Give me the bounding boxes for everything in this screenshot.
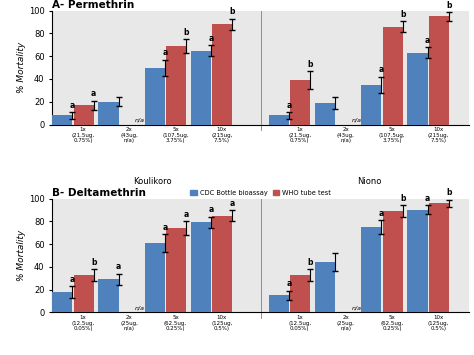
Bar (73, 105, 94, 125)
Bar (408, 210, 428, 312)
Text: a: a (70, 101, 75, 110)
Bar (383, 27, 403, 125)
Text: Niono: Niono (357, 177, 381, 186)
Bar (290, 275, 310, 312)
Text: b: b (229, 7, 235, 16)
Bar (212, 24, 232, 125)
Y-axis label: % Mortality: % Mortality (17, 230, 26, 281)
Legend: CDC Bottle bioassay, WHO tube test: CDC Bottle bioassay, WHO tube test (188, 187, 334, 198)
Bar (212, 215, 232, 312)
Bar (166, 228, 186, 312)
Text: a: a (209, 33, 214, 43)
Bar (383, 211, 403, 312)
Text: n/a: n/a (135, 305, 145, 310)
Y-axis label: % Mortality: % Mortality (17, 42, 26, 93)
Bar (290, 80, 310, 125)
Text: A- Permethrin: A- Permethrin (52, 0, 135, 10)
Text: a: a (379, 65, 384, 75)
Text: b: b (400, 194, 406, 203)
Bar (269, 295, 289, 312)
Text: n/a: n/a (352, 117, 362, 122)
Bar (191, 223, 211, 312)
Bar (145, 67, 165, 125)
Text: Koulikoro: Koulikoro (133, 177, 172, 186)
Text: b: b (183, 28, 189, 37)
Text: n/a: n/a (352, 305, 362, 310)
Text: a: a (162, 223, 167, 231)
Text: b: b (308, 258, 313, 267)
Text: a: a (116, 262, 121, 272)
Text: a: a (286, 101, 292, 110)
Bar (361, 227, 382, 312)
Bar (361, 84, 382, 125)
Bar (315, 262, 335, 312)
Bar (99, 102, 118, 125)
Text: a: a (379, 209, 384, 218)
Text: b: b (400, 10, 406, 18)
Text: a: a (162, 48, 167, 58)
Text: a: a (286, 279, 292, 289)
Text: b: b (447, 0, 452, 10)
Text: B- Deltamethrin: B- Deltamethrin (52, 188, 146, 198)
Text: a: a (209, 206, 214, 214)
Text: a: a (230, 199, 235, 208)
Bar (191, 50, 211, 125)
Bar (145, 243, 165, 312)
Text: n/a: n/a (135, 117, 145, 122)
Bar (269, 115, 289, 125)
Text: a: a (425, 36, 430, 45)
Bar (99, 279, 118, 312)
Bar (408, 53, 428, 125)
Text: b: b (91, 258, 97, 267)
Bar (166, 46, 186, 125)
Bar (52, 115, 73, 125)
Text: a: a (425, 194, 430, 203)
Text: a: a (183, 210, 189, 219)
Bar (429, 16, 449, 125)
Text: a: a (70, 275, 75, 284)
Text: b: b (447, 189, 452, 197)
Text: a: a (91, 89, 96, 98)
Bar (73, 275, 94, 312)
Bar (429, 203, 449, 312)
Bar (52, 292, 73, 312)
Bar (315, 103, 335, 125)
Text: b: b (308, 60, 313, 69)
